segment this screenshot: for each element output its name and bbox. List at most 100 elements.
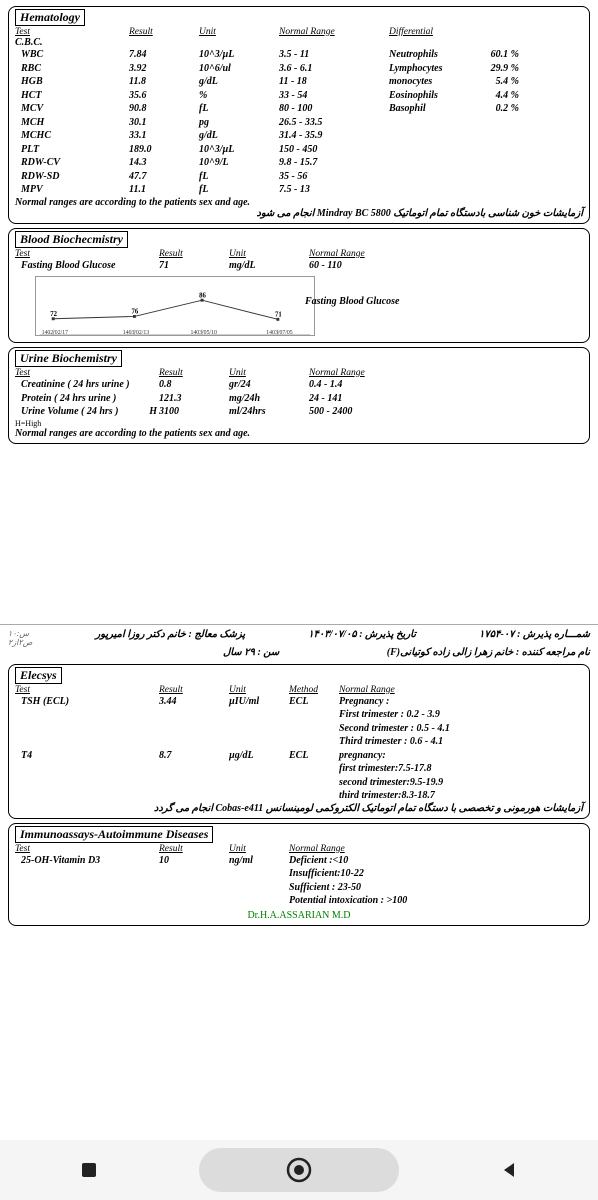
urine-section: Urine Biochemistry Test Result Unit Norm…: [8, 347, 590, 444]
table-row: Creatinine ( 24 hrs urine )0.8gr/240.4 -…: [15, 378, 583, 392]
test-flag: [145, 378, 159, 392]
test-range: 3.6 - 6.1: [279, 62, 389, 76]
test-unit: g/dL: [199, 129, 279, 143]
table-row: MCHC 33.1g/dL31.4 - 35.9: [15, 129, 583, 143]
diff-value: 5.4 %: [469, 75, 519, 89]
patient-age: سن : ۲۹ سال: [223, 647, 279, 658]
test-result: 3.92: [129, 62, 199, 76]
table-row: T48.7µg/dLECLpregnancy: first trimester:…: [15, 749, 583, 803]
test-range: 60 - 110: [309, 259, 419, 273]
elecsys-title: Elecsys: [15, 667, 62, 684]
test-unit: fL: [199, 170, 279, 184]
glucose-chart: 721402/02/17761403/02/13861403/05/107114…: [35, 276, 315, 336]
hematology-header-row: Test Result Unit Normal Range Differenti…: [15, 27, 583, 37]
test-name: HCT: [15, 89, 115, 103]
table-row: TSH (ECL)3.44µIU/mlECLPregnancy : First …: [15, 695, 583, 749]
test-result: 11.8: [129, 75, 199, 89]
test-unit: ml/24hrs: [229, 405, 309, 419]
elecsys-section: Elecsys Test Result Unit Method Normal R…: [8, 664, 590, 819]
nav-home-button[interactable]: [199, 1148, 399, 1192]
hematology-section: Hematology Test Result Unit Normal Range…: [8, 6, 590, 224]
test-flag: H: [145, 405, 159, 419]
nav-recent-button[interactable]: [80, 1161, 98, 1179]
col-test: Test: [15, 27, 115, 37]
table-row: MCV90.8fL80 - 100Basophil0.2 %: [15, 102, 583, 116]
hematology-note-rtl: آزمایشات خون شناسی بادستگاه تمام اتوماتی…: [15, 208, 583, 219]
test-unit: µg/dL: [229, 749, 289, 803]
table-row: 25-OH-Vitamin D310ng/mlDeficient :<10 In…: [15, 854, 583, 908]
test-unit: µIU/ml: [229, 695, 289, 749]
biochem-title: Blood Biochecmistry: [15, 231, 128, 248]
test-result: 3100: [159, 405, 229, 419]
test-unit: ng/ml: [229, 854, 289, 908]
patient-bar: شمـــاره پذیرش : ۰۷-۱۷۵۴ تاریخ پذیرش : ۱…: [0, 624, 598, 662]
test-range: 0.4 - 1.4: [309, 378, 419, 392]
test-result: 14.3: [129, 156, 199, 170]
test-range: pregnancy: first trimester:7.5-17.8 seco…: [339, 749, 583, 803]
test-result: 7.84: [129, 48, 199, 62]
test-range: 33 - 54: [279, 89, 389, 103]
test-unit: pg: [199, 116, 279, 130]
table-row: WBC7.8410^3/µL3.5 - 11Neutrophils60.1 %: [15, 48, 583, 62]
urine-legend: H=High: [15, 419, 583, 428]
doctor-signature: Dr.H.A.ASSARIAN M.D: [15, 910, 583, 921]
elecsys-note: آزمایشات هورمونی و تخصصی با دستگاه تمام …: [15, 803, 583, 814]
elecsys-header-row: Test Result Unit Method Normal Range: [15, 685, 583, 695]
col-range: Normal Range: [279, 27, 389, 37]
page-corner: س:۱۰ ص۲از۲: [8, 629, 32, 647]
test-result: 10: [159, 854, 229, 908]
table-row: MCH30.1pg26.5 - 33.5: [15, 116, 583, 130]
test-unit: %: [199, 89, 279, 103]
svg-text:72: 72: [50, 311, 57, 318]
diff-value: 0.2 %: [469, 102, 519, 116]
immuno-section: Immunoassays-Autoimmune Diseases Test Re…: [8, 823, 590, 926]
test-result: 33.1: [129, 129, 199, 143]
biochem-section: Blood Biochecmistry Test Result Unit Nor…: [8, 228, 590, 344]
test-name: MCH: [15, 116, 115, 130]
test-name: MCHC: [15, 129, 115, 143]
svg-text:86: 86: [199, 292, 206, 299]
test-range: 80 - 100: [279, 102, 389, 116]
table-row: Protein ( 24 hrs urine ) 121.3mg/24h24 - …: [15, 392, 583, 406]
test-name: RDW-CV: [15, 156, 115, 170]
test-name: MPV: [15, 183, 115, 197]
immuno-title: Immunoassays-Autoimmune Diseases: [15, 826, 213, 843]
svg-text:76: 76: [132, 309, 139, 316]
test-range: 24 - 141: [309, 392, 419, 406]
test-name: Creatinine ( 24 hrs urine ): [15, 378, 145, 392]
test-result: 90.8: [129, 102, 199, 116]
test-unit: mg/24h: [229, 392, 309, 406]
table-row: MPV11.1fL7.5 - 13: [15, 183, 583, 197]
test-unit: gr/24: [229, 378, 309, 392]
test-unit: fL: [199, 183, 279, 197]
test-name: RBC: [15, 62, 115, 76]
test-result: 71: [159, 259, 229, 273]
test-result: 121.3: [159, 392, 229, 406]
biochem-header-row: Test Result Unit Normal Range: [15, 249, 583, 259]
svg-text:1402/02/17: 1402/02/17: [42, 330, 69, 335]
test-name: RDW-SD: [15, 170, 115, 184]
table-row: Fasting Blood Glucose71mg/dL60 - 110: [15, 259, 583, 273]
test-range: 31.4 - 35.9: [279, 129, 389, 143]
recent-square-icon: [80, 1161, 98, 1179]
immuno-header-row: Test Result Unit Normal Range: [15, 844, 583, 854]
test-result: 11.1: [129, 183, 199, 197]
diff-name: Neutrophils: [389, 48, 469, 62]
android-navbar: [0, 1140, 598, 1200]
col-differential: Differential: [389, 27, 583, 37]
patient-name: نام مراجعه کننده : خانم زهرا زالی زاده ک…: [387, 647, 590, 658]
test-result: 3.44: [159, 695, 229, 749]
diff-name: monocytes: [389, 75, 469, 89]
svg-text:1403/07/05: 1403/07/05: [266, 330, 293, 335]
nav-back-button[interactable]: [500, 1161, 518, 1179]
col-result: Result: [129, 27, 199, 37]
test-unit: mg/dL: [229, 259, 309, 273]
test-name: Protein ( 24 hrs urine ): [15, 392, 145, 406]
test-unit: 10^3/µL: [199, 48, 279, 62]
glucose-chart-label: Fasting Blood Glucose: [305, 296, 399, 307]
test-name: PLT: [15, 143, 115, 157]
hematology-title: Hematology: [15, 9, 85, 26]
diff-value: 4.4 %: [469, 89, 519, 103]
test-method: ECL: [289, 695, 339, 749]
table-row: RDW-SD47.7fL35 - 56: [15, 170, 583, 184]
